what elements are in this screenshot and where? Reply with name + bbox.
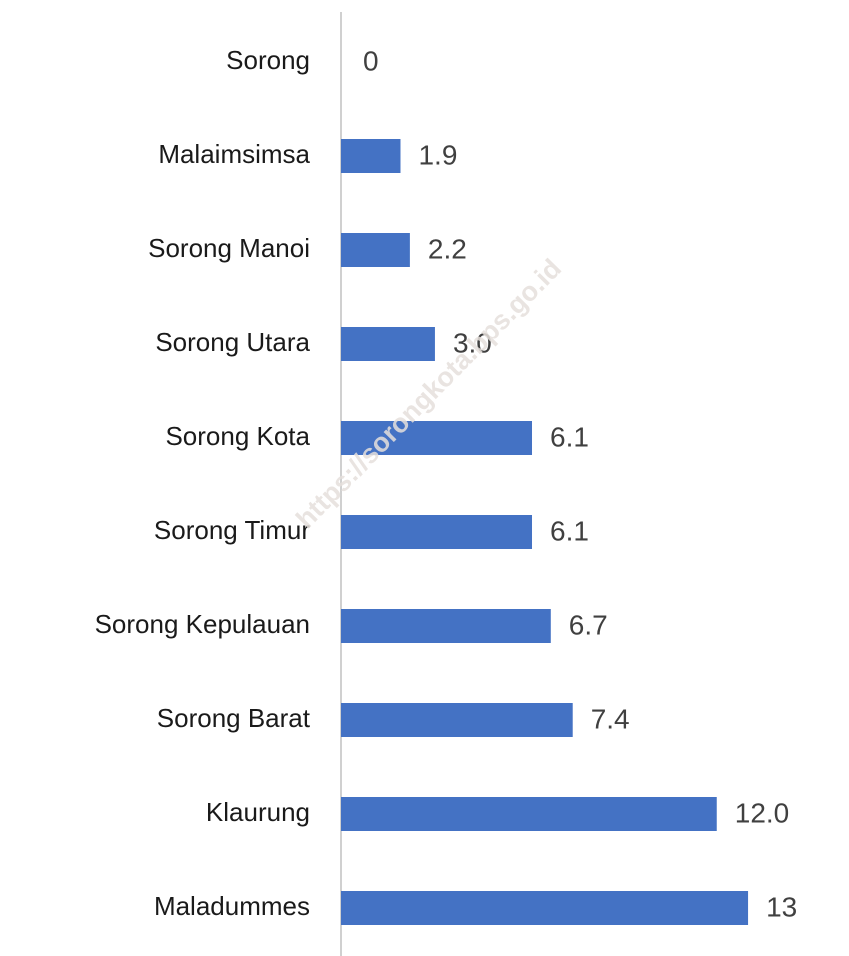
watermark: https://sorongkota.bps.go.id xyxy=(290,253,567,534)
category-label: Sorong Utara xyxy=(155,327,310,357)
bar xyxy=(341,797,717,831)
category-label: Maladummes xyxy=(154,891,310,921)
category-label: Sorong Manoi xyxy=(148,233,310,263)
category-label: Sorong Kota xyxy=(165,421,310,451)
data-label: 3.0 xyxy=(453,327,492,358)
data-label: 1.9 xyxy=(418,139,457,170)
data-label: 0 xyxy=(363,45,379,76)
category-label: Sorong xyxy=(226,45,310,75)
data-label: 13 xyxy=(766,891,797,922)
bar xyxy=(341,891,749,925)
bar xyxy=(341,139,401,173)
category-label: Sorong Barat xyxy=(157,703,311,733)
category-label: Malaimsimsa xyxy=(158,139,310,169)
data-label: 12.0 xyxy=(735,797,790,828)
data-label: 6.7 xyxy=(569,609,608,640)
category-label: Klaurung xyxy=(206,797,310,827)
data-label: 6.1 xyxy=(550,515,589,546)
category-label: Sorong Timur xyxy=(154,515,310,545)
bar xyxy=(341,703,573,737)
bar xyxy=(341,233,410,267)
bar xyxy=(341,609,551,643)
category-label: Sorong Kepulauan xyxy=(95,609,310,639)
data-label: 7.4 xyxy=(591,703,630,734)
bar xyxy=(341,421,533,455)
data-label: 6.1 xyxy=(550,421,589,452)
bar xyxy=(341,515,533,549)
bar xyxy=(341,327,435,361)
data-label: 2.2 xyxy=(428,233,467,264)
